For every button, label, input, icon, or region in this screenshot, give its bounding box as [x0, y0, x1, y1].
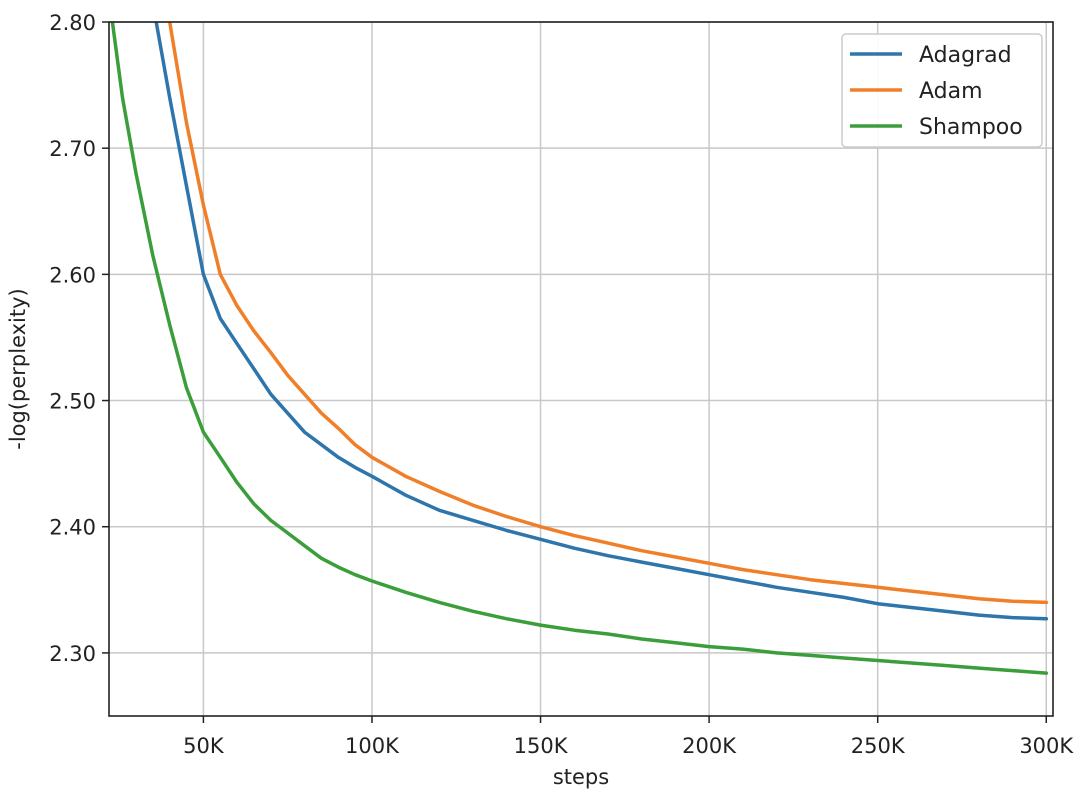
x-tick-label: 50K: [183, 734, 225, 758]
y-tick-label: 2.60: [49, 263, 96, 287]
x-tick-label: 150K: [514, 734, 569, 758]
y-tick-label: 2.50: [49, 390, 96, 414]
x-axis-title: steps: [553, 765, 609, 789]
x-tick-label: 200K: [682, 734, 737, 758]
series-line-shampoo: [110, 22, 1049, 675]
y-axis-title: -log(perplexity): [6, 288, 30, 450]
axis-ticks: 50K 100K 150K 200K 250K 300K 2.30 2.40 2.50 2.60 2…: [49, 11, 1074, 758]
x-tick-label: 250K: [851, 734, 906, 758]
series-line-adagrad: [154, 22, 1049, 621]
grid-lines: [109, 21, 1053, 716]
legend-box: [841, 33, 1043, 148]
plot-frame: [108, 21, 1054, 717]
legend-label-adam: Adam: [919, 79, 983, 104]
x-tick-label: 300K: [1019, 734, 1074, 758]
legend-label-adagrad: Adagrad: [919, 43, 1012, 68]
series-line-adam: [167, 22, 1049, 605]
y-tick-label: 2.80: [49, 11, 96, 35]
legend: Adagrad Adam Shampoo: [841, 33, 1043, 148]
legend-label-shampoo: Shampoo: [919, 115, 1023, 140]
x-tick-label: 100K: [345, 734, 400, 758]
series-lines: [110, 22, 1049, 675]
y-tick-label: 2.40: [49, 516, 96, 540]
y-tick-label: 2.30: [49, 642, 96, 666]
y-tick-label: 2.70: [49, 137, 96, 161]
